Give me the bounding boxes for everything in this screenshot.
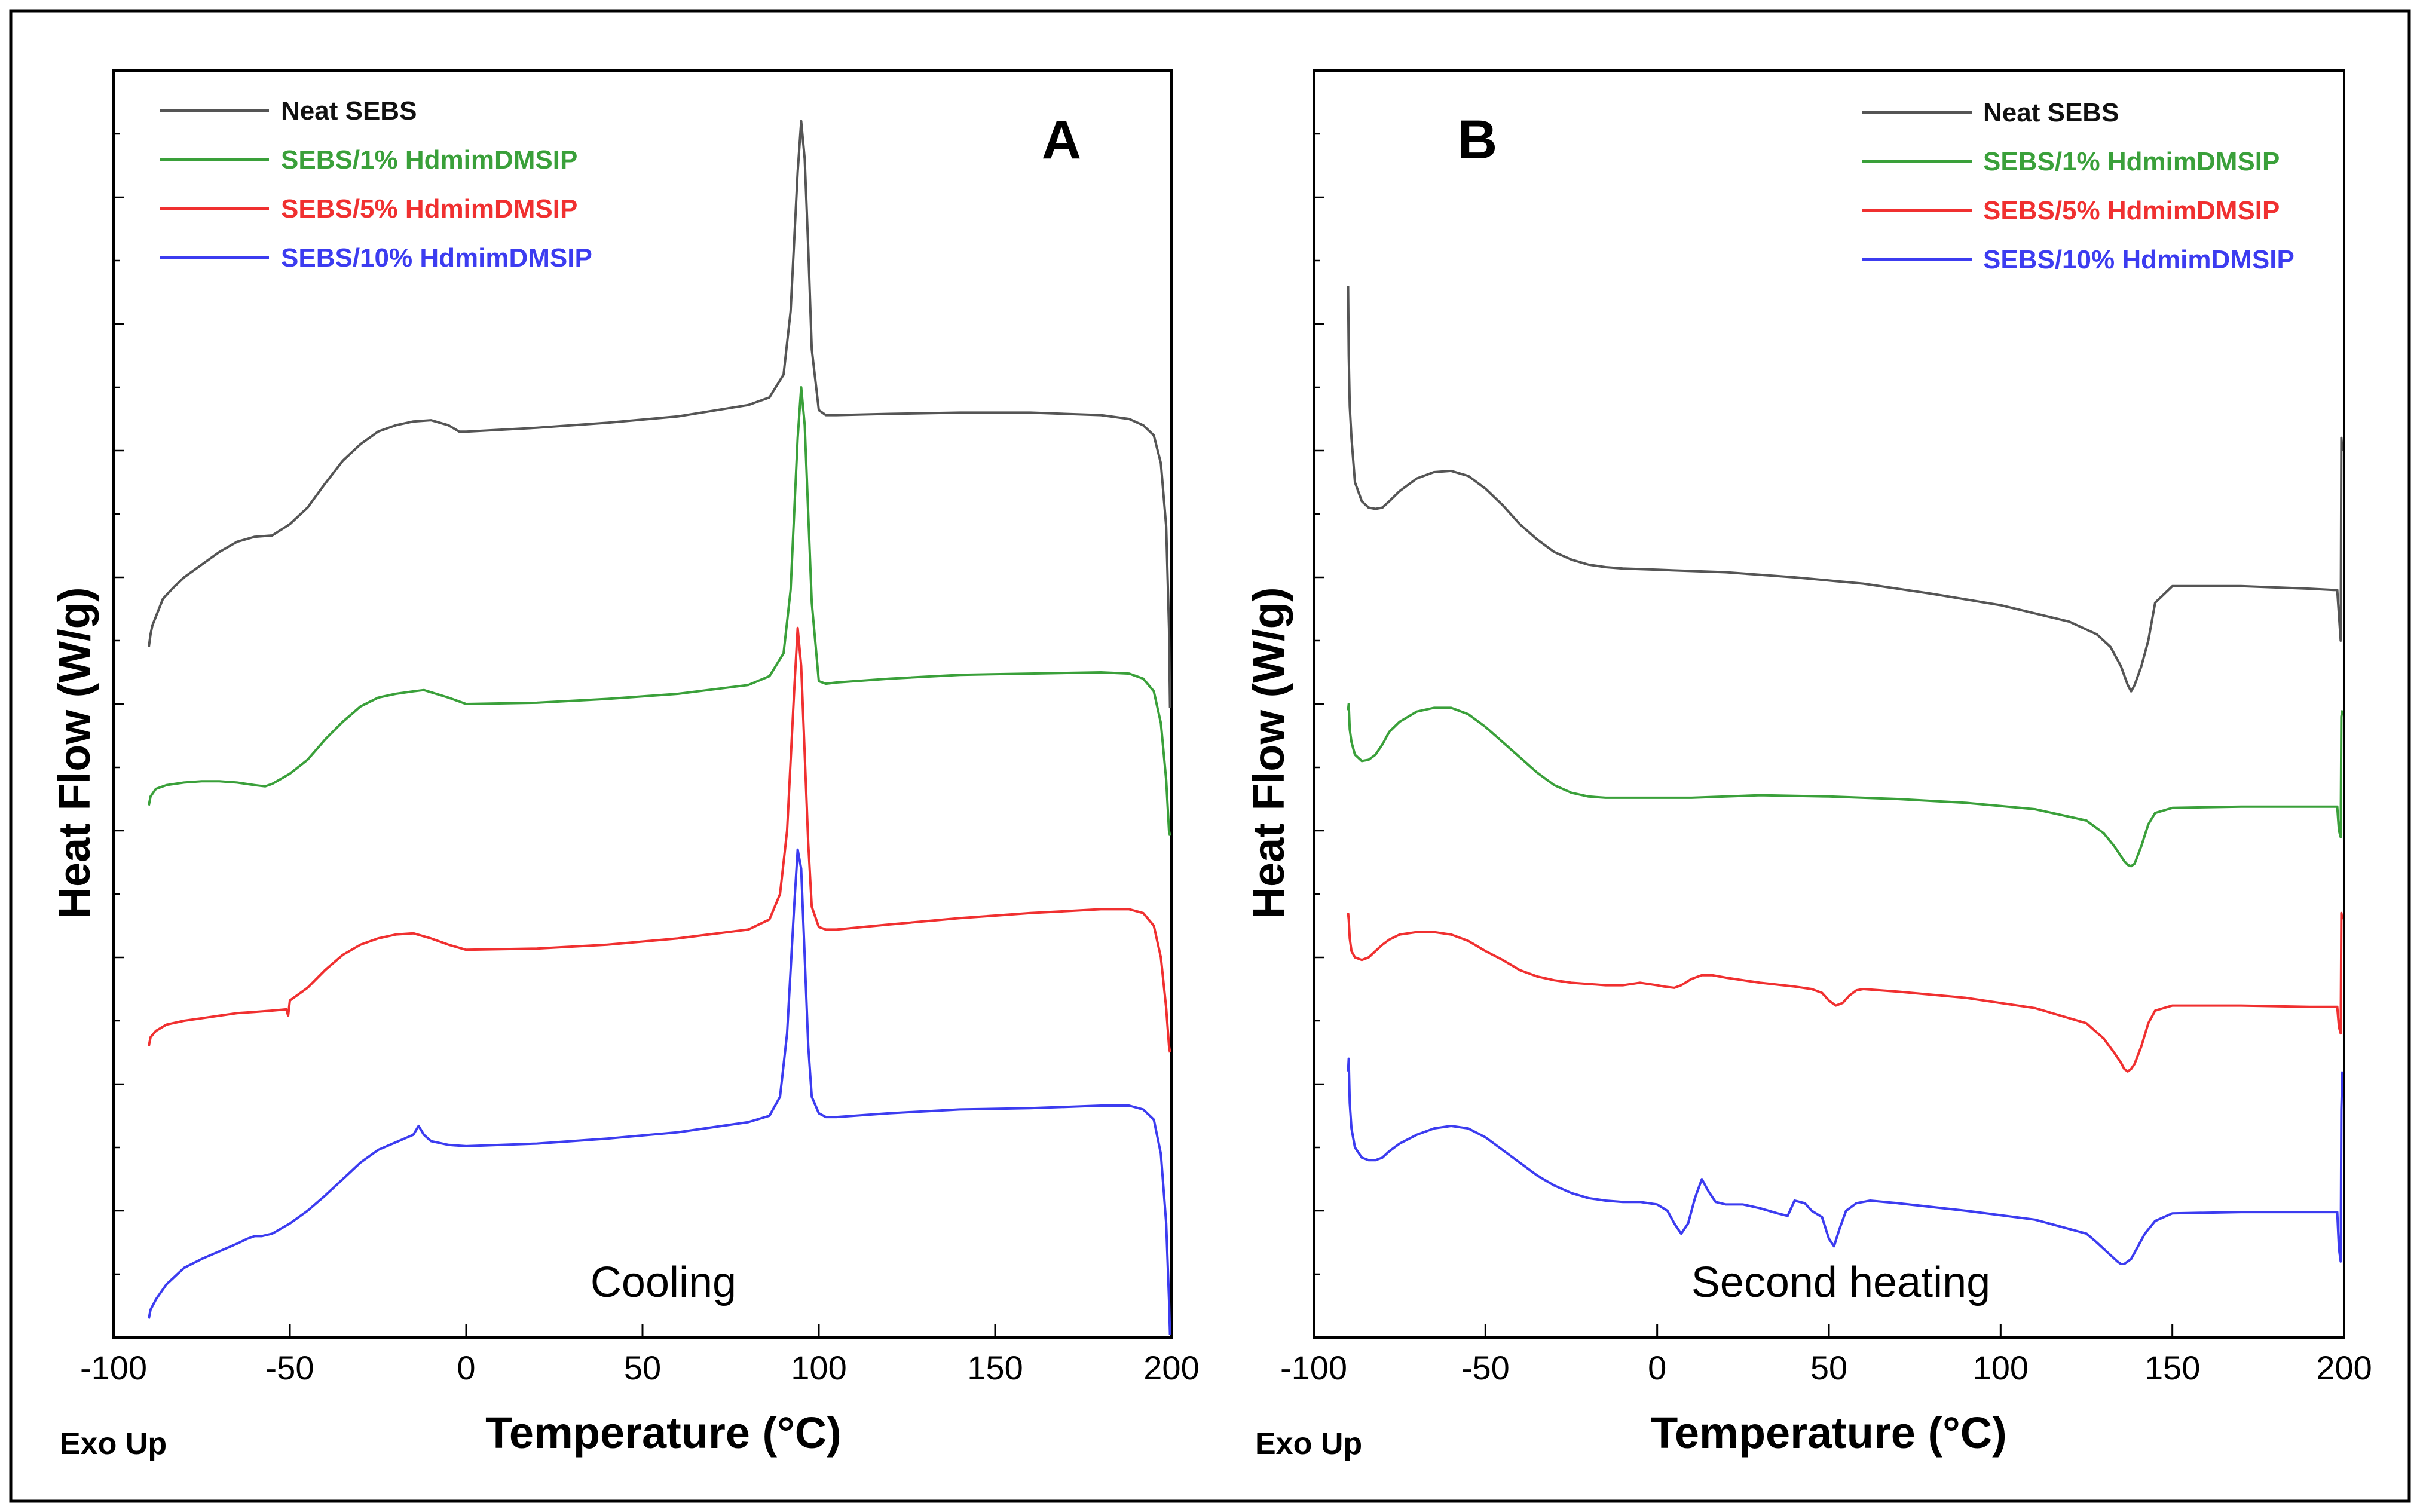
x-tick-label-b-5: 150 — [2144, 1349, 2200, 1386]
panel-b: Heat Flow (W/g) -100 -50 0 50 100 150 200 Neat… — [1244, 69, 2372, 1461]
x-tick-label-a-0: -100 — [80, 1349, 147, 1386]
panel-letter-b: B — [1458, 109, 1497, 170]
x-tick-label-b-2: 0 — [1648, 1349, 1666, 1386]
series-line-b-sebs-5-hdmimdmsip — [1347, 911, 2344, 1073]
x-tick-label-b-6: 200 — [2316, 1349, 2372, 1386]
legend-label-a-sebs-5-hdmimdmsip: SEBS/5% HdmimDMSIP — [281, 194, 577, 224]
legend-a: Neat SEBS SEBS/1% HdmimDMSIP SEBS/5% Hdmim… — [160, 96, 592, 273]
y-ticks-b — [1314, 133, 1324, 1275]
x-tick-labels-b: -100 -50 0 50 100 150 200 — [1280, 1349, 2372, 1386]
series-line-a-sebs-5-hdmimdmsip — [148, 626, 1171, 1053]
legend-label-a-neat-sebs: Neat SEBS — [281, 96, 417, 126]
x-tick-labels-a: -100 -50 0 50 100 150 200 — [80, 1349, 1200, 1386]
xlabel-a: Temperature (°C) — [485, 1408, 842, 1458]
x-tick-label-b-1: -50 — [1461, 1349, 1510, 1386]
x-tick-label-a-4: 100 — [791, 1349, 846, 1386]
panel-letter-a: A — [1042, 109, 1081, 170]
legend-label-a-sebs-10-hdmimdmsip: SEBS/10% HdmimDMSIP — [281, 243, 592, 273]
x-ticks-b — [1313, 1324, 2345, 1337]
series-group-a — [148, 120, 1171, 1335]
panel-a: Heat Flow (W/g) -100 -50 0 50 100 150 200 Neat… — [50, 69, 1200, 1461]
ylabel-b: Heat Flow (W/g) — [1244, 587, 1293, 919]
legend-label-b-sebs-10-hdmimdmsip: SEBS/10% HdmimDMSIP — [1983, 245, 2294, 274]
x-tick-label-a-3: 50 — [624, 1349, 661, 1386]
y-ticks-a — [114, 133, 124, 1275]
series-line-b-sebs-1-hdmimdmsip — [1347, 703, 2344, 868]
x-tick-label-a-5: 150 — [967, 1349, 1023, 1386]
legend-label-a-sebs-1-hdmimdmsip: SEBS/1% HdmimDMSIP — [281, 145, 577, 175]
x-tick-label-a-1: -50 — [266, 1349, 314, 1386]
exo-up-b: Exo Up — [1255, 1427, 1362, 1461]
figure-border — [9, 9, 2411, 1503]
legend-label-b-sebs-5-hdmimdmsip: SEBS/5% HdmimDMSIP — [1983, 196, 2280, 225]
x-tick-label-b-4: 100 — [1973, 1349, 2029, 1386]
x-tick-label-a-6: 200 — [1143, 1349, 1199, 1386]
x-tick-label-b-3: 50 — [1810, 1349, 1847, 1386]
xlabel-b: Temperature (°C) — [1651, 1408, 2007, 1458]
x-tick-label-b-0: -100 — [1280, 1349, 1347, 1386]
x-tick-label-a-2: 0 — [457, 1349, 475, 1386]
legend-label-b-neat-sebs: Neat SEBS — [1983, 98, 2119, 127]
exo-up-a: Exo Up — [60, 1427, 167, 1461]
ylabel-a: Heat Flow (W/g) — [50, 587, 99, 919]
legend-b: Neat SEBS SEBS/1% HdmimDMSIP SEBS/5% Hdmim… — [1862, 98, 2294, 274]
series-group-b — [1347, 286, 2344, 1265]
series-line-a-sebs-1-hdmimdmsip — [148, 386, 1171, 836]
series-line-b-sebs-10-hdmimdmsip — [1347, 1057, 2344, 1265]
series-line-a-sebs-10-hdmimdmsip — [148, 848, 1171, 1335]
legend-label-b-sebs-1-hdmimdmsip: SEBS/1% HdmimDMSIP — [1983, 147, 2280, 176]
series-line-a-neat-sebs — [148, 120, 1171, 708]
series-line-b-neat-sebs — [1347, 286, 2344, 693]
x-ticks-a — [112, 1324, 1173, 1337]
annotation-second-heating: Second heating — [1691, 1259, 1990, 1306]
annotation-cooling: Cooling — [591, 1259, 736, 1306]
